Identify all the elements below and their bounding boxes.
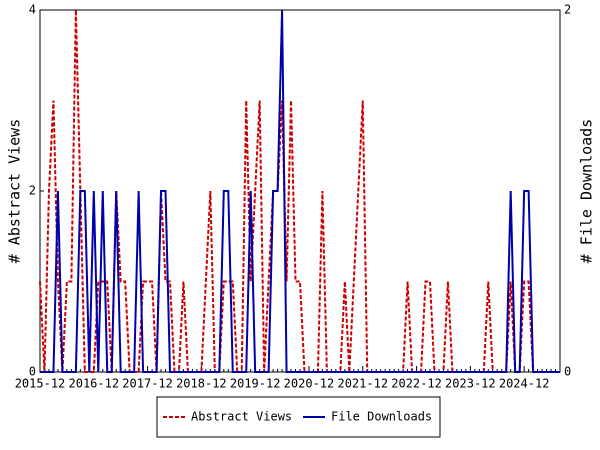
x-tick-label: 2023-12: [445, 377, 496, 391]
legend-label: File Downloads: [331, 410, 432, 424]
series-line: [40, 9, 560, 373]
x-tick-label: 2018-12: [176, 377, 227, 391]
x-tick-label: 2015-12: [15, 377, 66, 391]
x-tick-label: 2017-12: [122, 377, 173, 391]
y-tick-label: 2: [29, 184, 36, 198]
x-tick-label: 2024-12: [499, 377, 550, 391]
x-tick-label: 2016-12: [69, 377, 120, 391]
x-tick-label: 2020-12: [284, 377, 335, 391]
y-tick-label: 0: [29, 365, 36, 379]
series-line: [39, 9, 560, 373]
y2-axis-title: # File Downloads: [578, 119, 596, 264]
x-tick-label: 2021-12: [337, 377, 388, 391]
legend-box: [156, 396, 441, 438]
plot-frame: [39, 9, 561, 373]
x-tick-label: 2022-12: [391, 377, 442, 391]
x-tick-label: 2019-12: [230, 377, 281, 391]
y2-tick-label: 2: [564, 3, 571, 17]
y2-tick-label: 0: [564, 365, 571, 379]
legend-label: Abstract Views: [191, 410, 292, 424]
y-tick-label: 4: [29, 3, 36, 17]
y-axis-title: # Abstract Views: [6, 119, 24, 264]
